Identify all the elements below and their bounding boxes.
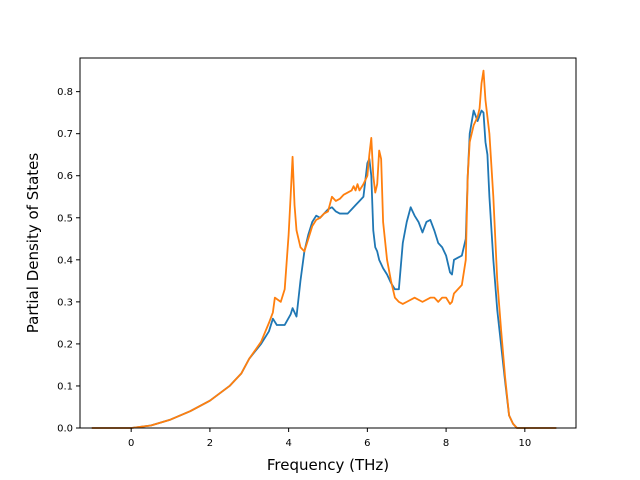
x-tick-label: 6 (364, 438, 370, 449)
y-axis-ticks: 0.0 0.1 0.2 0.3 0.4 0.5 0.6 0.7 0.8 (57, 87, 80, 435)
x-tick-label: 2 (207, 438, 213, 449)
x-tick-label: 8 (443, 438, 449, 449)
x-axis-ticks: 0 2 4 6 8 10 (128, 428, 531, 449)
y-tick-label: 0.4 (57, 255, 73, 266)
y-tick-label: 0.6 (57, 171, 73, 182)
y-tick-label: 0.8 (57, 87, 73, 98)
y-tick-label: 0.0 (57, 424, 73, 435)
x-axis-label: Frequency (THz) (267, 456, 389, 474)
y-tick-label: 0.1 (57, 381, 73, 392)
x-tick-label: 0 (128, 438, 134, 449)
y-axis-label: Partial Density of States (24, 153, 42, 334)
y-tick-label: 0.7 (57, 129, 73, 140)
y-tick-label: 0.5 (57, 213, 73, 224)
series-line-2 (91, 69, 557, 429)
y-tick-label: 0.3 (57, 297, 73, 308)
series-layer (91, 69, 557, 429)
plot-frame (79, 57, 577, 429)
y-tick-label: 0.2 (57, 339, 73, 350)
x-tick-label: 10 (518, 438, 531, 449)
x-tick-label: 4 (285, 438, 291, 449)
